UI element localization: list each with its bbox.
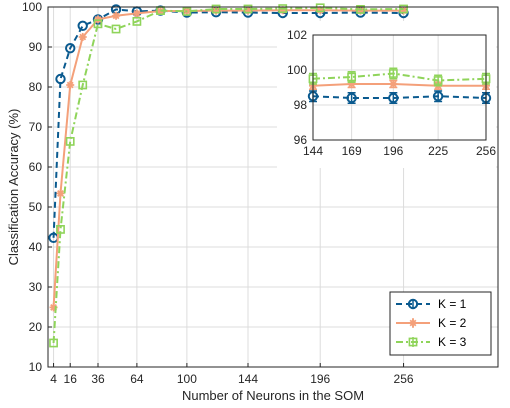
data-point: [49, 303, 58, 312]
data-point: [182, 6, 192, 16]
inset-data-point: [433, 76, 443, 85]
data-point: [112, 11, 121, 20]
data-point: [243, 4, 253, 14]
inset-y-tick-label: 102: [287, 28, 307, 42]
x-axis-label: Number of Neurons in the SOM: [182, 388, 364, 403]
inset-y-tick-label: 100: [287, 63, 307, 77]
y-tick-label: 30: [29, 280, 43, 294]
data-point: [93, 19, 103, 29]
data-point: [78, 33, 87, 41]
x-tick-label: 144: [238, 372, 258, 386]
inset-x-tick-label: 256: [476, 144, 496, 158]
inset-x-tick-label: 225: [428, 144, 448, 158]
inset-data-point: [347, 80, 356, 88]
inset-y-tick-label: 98: [294, 98, 308, 112]
inset-x-tick-label: 196: [383, 144, 403, 158]
legend-item: K = 1: [396, 297, 467, 311]
legend-item: K = 3: [396, 335, 467, 349]
data-point: [315, 3, 325, 13]
data-point: [111, 24, 121, 34]
data-point: [65, 137, 75, 146]
y-tick-label: 20: [29, 320, 43, 334]
data-point: [94, 15, 102, 24]
y-tick-label: 90: [29, 40, 43, 54]
y-tick-label: 10: [29, 360, 43, 374]
inset-data-point: [346, 92, 357, 104]
inset-data-point: [388, 69, 398, 78]
y-tick-label: 100: [22, 0, 42, 14]
data-point: [399, 4, 408, 14]
inset-zoom-plot: 144 169 196 225 256 96 98 100 102: [277, 21, 496, 168]
inset-x-tick-label: 144: [303, 144, 323, 158]
data-point: [356, 6, 365, 15]
data-point: [49, 338, 58, 348]
series-line: [52, 6, 404, 344]
x-tick-label: 196: [310, 372, 330, 386]
inset-data-point: [347, 72, 357, 82]
x-tick-label: 16: [64, 372, 78, 386]
x-tick-label: 64: [130, 372, 144, 386]
data-point: [55, 73, 66, 85]
inset-data-point: [389, 80, 398, 88]
data-point: [244, 6, 252, 15]
data-point: [316, 6, 325, 15]
series-3: [49, 3, 408, 348]
data-point: [77, 20, 88, 31]
legend-marker: [408, 337, 418, 347]
y-tick-label: 50: [29, 200, 43, 214]
main-series: [48, 3, 409, 348]
inset-x-tick-label: 169: [342, 144, 362, 158]
data-point: [65, 43, 76, 54]
data-point: [132, 16, 142, 26]
data-point: [66, 81, 75, 89]
legend-item: K = 2: [396, 316, 467, 330]
legend-label: K = 1: [438, 297, 467, 311]
inset-data-point: [388, 92, 399, 104]
y-tick-label: 60: [29, 160, 43, 174]
legend-marker: [409, 319, 417, 327]
data-point: [212, 6, 221, 15]
data-point: [56, 189, 65, 198]
legend-marker: [407, 298, 419, 310]
legend-label: K = 3: [438, 335, 467, 349]
legend: K = 1 K = 2 K = 3: [389, 291, 492, 356]
data-point: [356, 4, 365, 14]
x-tick-label: 256: [394, 372, 414, 386]
y-tick-label: 40: [29, 240, 43, 254]
main-plot-frame: [47, 6, 499, 368]
x-tick-label: 4: [50, 372, 57, 386]
y-axis-label: Classification Accuracy (%): [6, 109, 21, 266]
inset-y-tick-label: 96: [294, 133, 308, 147]
main-tick-labels: 4 16 36 64 100 144 196 256 10 20 30 40 50 60 70 80 90 100: [22, 0, 414, 386]
y-tick-label: 70: [29, 120, 43, 134]
data-point: [399, 6, 408, 15]
data-point: [211, 4, 221, 14]
x-tick-label: 36: [91, 372, 105, 386]
inset-plot-frame: [312, 34, 487, 141]
x-tick-label: 100: [177, 372, 197, 386]
inset-tick-labels: 144 169 196 225 256 96 98 100 102: [287, 28, 496, 158]
data-point: [56, 225, 65, 234]
data-point: [278, 4, 288, 13]
data-point: [78, 80, 88, 90]
legend-label: K = 2: [438, 316, 467, 330]
data-point: [278, 6, 287, 15]
series-line: [52, 8, 404, 238]
y-tick-label: 80: [29, 80, 43, 94]
data-point: [132, 9, 141, 18]
inset-data-point: [432, 91, 444, 102]
